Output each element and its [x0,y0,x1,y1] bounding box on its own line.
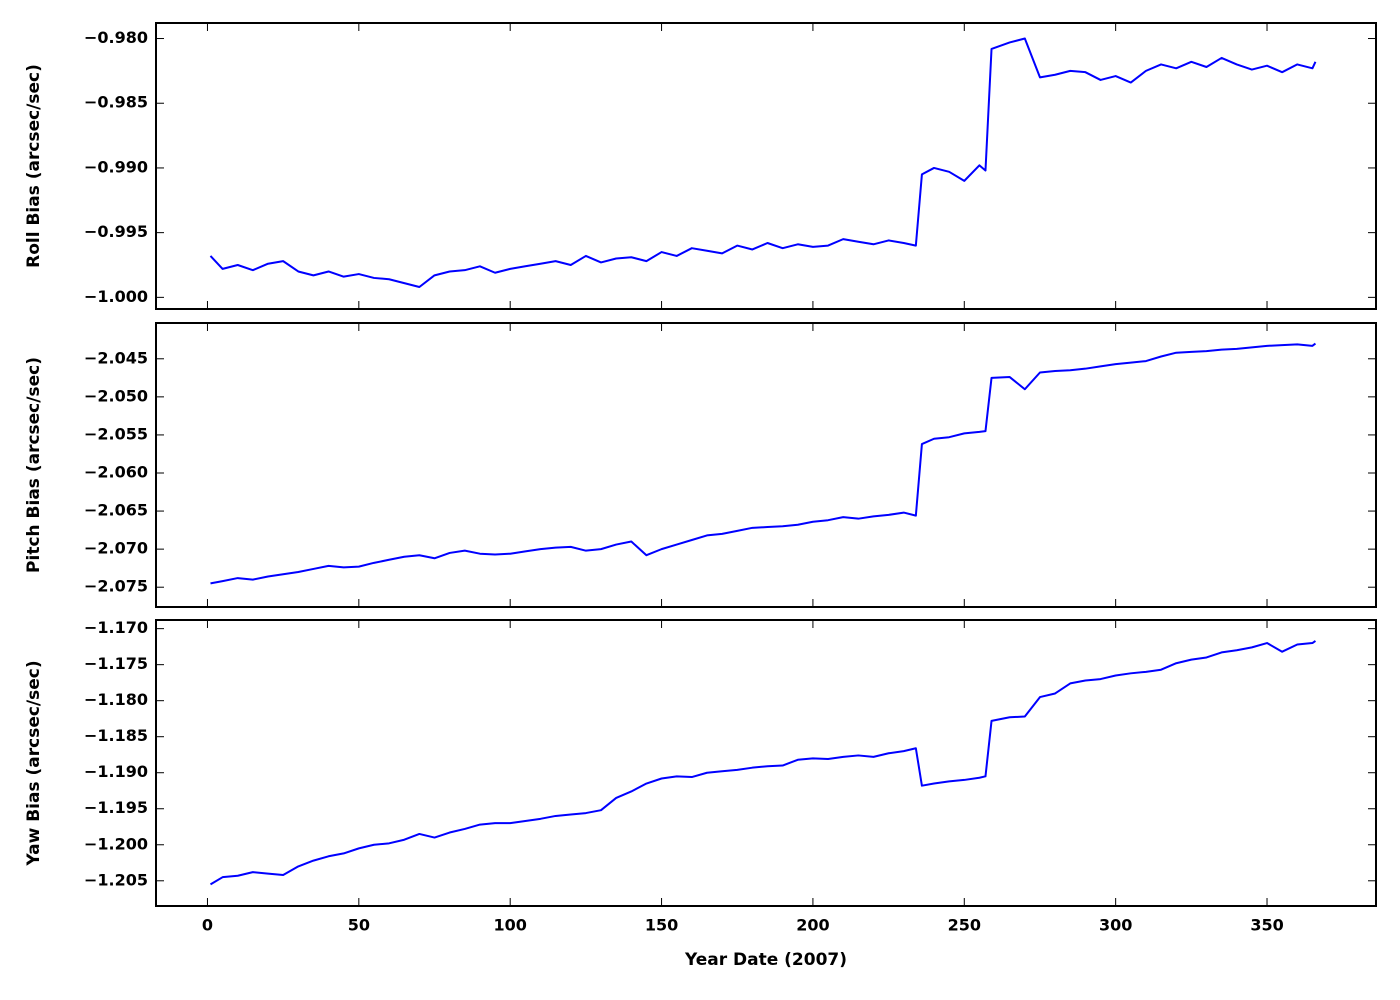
x-tick-label: 200 [796,916,829,935]
y-tick-label: −1.185 [84,726,148,745]
x-tick-label: 150 [645,916,678,935]
y-tick-label: −1.200 [84,834,148,853]
y-tick-label: −1.175 [84,654,148,673]
y-tick-label: −2.070 [84,539,148,558]
y-tick-label: −1.205 [84,870,148,889]
y-tick-label: −2.050 [84,386,148,405]
y-tick-label: −1.000 [84,287,148,306]
y-tick-label: −1.190 [84,762,148,781]
y-tick-label: −2.045 [84,348,148,367]
x-axis-label: Year Date (2007) [684,950,847,970]
y-tick-label: −1.180 [84,690,148,709]
y-axis-label: Roll Bias (arcsec/sec) [24,64,44,268]
x-tick-label: 250 [948,916,981,935]
y-axis-label: Yaw Bias (arcsec/sec) [24,660,44,866]
y-tick-label: −0.995 [84,222,148,241]
plot-area [209,640,1317,886]
y-tick-label: −1.195 [84,798,148,817]
data-line [209,37,1317,288]
x-tick-label: 0 [202,916,213,935]
y-tick-label: −1.170 [84,618,148,637]
y-tick-label: −0.985 [84,93,148,112]
x-tick-label: 350 [1250,916,1283,935]
y-tick-label: −2.075 [84,577,148,596]
x-tick-label: 300 [1099,916,1132,935]
y-axis-label: Pitch Bias (arcsec/sec) [24,357,44,573]
axes-frame [155,322,1377,608]
y-tick-label: −0.990 [84,157,148,176]
y-tick-label: −2.055 [84,424,148,443]
x-tick-label: 100 [493,916,526,935]
axes-frame [155,22,1377,310]
plot-area [210,342,1317,585]
x-tick-label: 50 [348,916,370,935]
y-tick-label: −2.065 [84,501,148,520]
y-tick-label: −0.980 [84,28,148,47]
data-line [209,640,1317,886]
data-line [210,342,1317,585]
plot-area [209,37,1317,288]
y-tick-label: −2.060 [84,462,148,481]
axes-frame [155,619,1377,907]
